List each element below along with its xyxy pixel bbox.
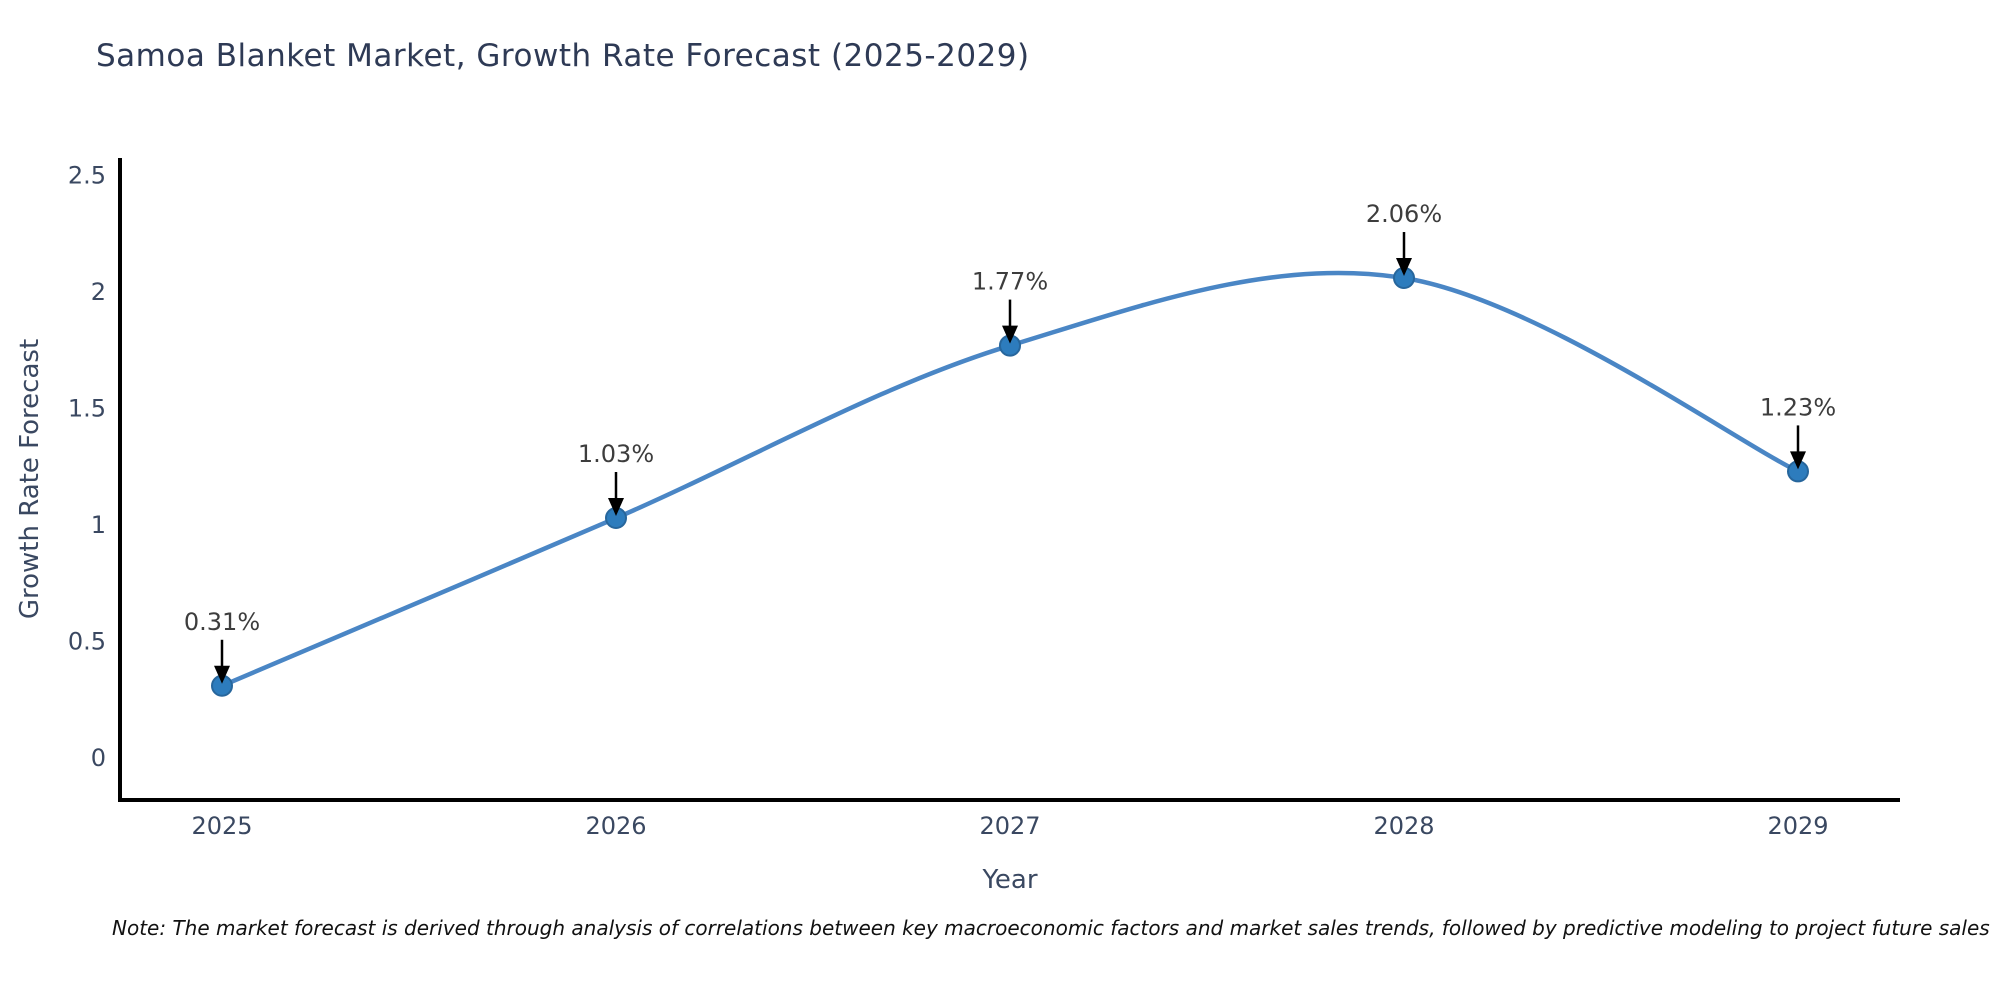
- annotation-arrowhead: [214, 665, 230, 684]
- data-point-label: 0.31%: [184, 608, 260, 636]
- annotation-arrowhead: [1396, 258, 1412, 277]
- annotation-arrowhead: [1002, 325, 1018, 344]
- x-tick-label: 2029: [1767, 812, 1828, 840]
- x-tick-label: 2026: [585, 812, 646, 840]
- x-tick-label: 2028: [1373, 812, 1434, 840]
- chart-footnote: Note: The market forecast is derived thr…: [112, 916, 1990, 940]
- y-tick-label: 0.5: [68, 628, 106, 656]
- annotation-arrowhead: [608, 498, 624, 517]
- x-tick-label: 2025: [191, 812, 252, 840]
- y-axis-title: Growth Rate Forecast: [15, 339, 45, 619]
- annotation-arrowhead: [1790, 451, 1806, 470]
- chart-title: Samoa Blanket Market, Growth Rate Foreca…: [96, 38, 1030, 74]
- y-tick-label: 0: [91, 744, 106, 772]
- data-point-label: 2.06%: [1366, 200, 1442, 228]
- x-axis-title: Year: [981, 865, 1037, 895]
- y-tick-label: 1: [91, 511, 106, 539]
- axes: [118, 158, 1900, 802]
- data-point-label: 1.23%: [1760, 393, 1836, 421]
- y-tick-label: 2.5: [68, 162, 106, 190]
- data-point-label: 1.77%: [972, 268, 1048, 296]
- x-tick-label: 2027: [979, 812, 1040, 840]
- data-point-label: 1.03%: [578, 440, 654, 468]
- y-tick-label: 1.5: [68, 395, 106, 423]
- y-tick-label: 2: [91, 278, 106, 306]
